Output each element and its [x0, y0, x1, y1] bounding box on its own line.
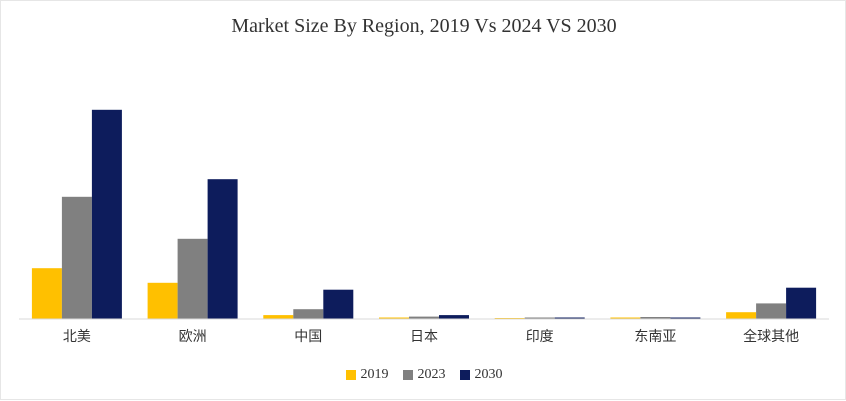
legend-swatch — [459, 370, 470, 380]
x-tick-label: 中国 — [294, 329, 322, 345]
legend-label: 2023 — [417, 367, 446, 382]
x-tick-label: 全球其他 — [743, 328, 799, 345]
bar-2030-4 — [554, 317, 585, 319]
x-tick-label: 北美 — [63, 329, 91, 345]
bar-2030-5 — [670, 317, 701, 319]
bar-2023-6 — [756, 303, 787, 319]
bar-2023-0 — [61, 196, 92, 319]
x-tick-label: 日本 — [410, 329, 438, 345]
legend-label: 2030 — [474, 367, 503, 382]
chart-title: Market Size By Region, 2019 Vs 2024 VS 2… — [231, 15, 617, 37]
bar-2030-3 — [439, 315, 469, 319]
bar-2019-1 — [147, 282, 178, 319]
x-tick-labels: 北美 欧洲 中国 日本 印度 东南亚 全球其他 — [63, 328, 799, 345]
bar-2019-3 — [379, 317, 409, 319]
legend-label: 2019 — [360, 367, 389, 382]
legend-swatch — [402, 370, 413, 380]
bar-2019-0 — [31, 268, 62, 319]
bar-2023-1 — [177, 238, 208, 319]
bar-2019-5 — [610, 317, 641, 319]
bar-2019-2 — [263, 315, 294, 319]
legend: 2019 2023 2030 — [1, 367, 846, 383]
bar-2030-0 — [91, 109, 122, 319]
legend-swatch — [345, 370, 356, 380]
bar-2030-6 — [786, 287, 817, 319]
bar-2030-2 — [323, 289, 354, 319]
bar-2023-3 — [409, 316, 439, 319]
bar-2019-6 — [726, 312, 757, 319]
legend-item-2019: 2019 — [345, 367, 389, 383]
bars-layer — [31, 109, 817, 319]
bar-2030-1 — [207, 179, 238, 319]
bar-2023-2 — [293, 309, 324, 319]
bar-2023-4 — [524, 317, 555, 319]
legend-item-2023: 2023 — [402, 367, 446, 383]
x-tick-label: 东南亚 — [634, 329, 676, 345]
legend-item-2030: 2030 — [459, 367, 503, 383]
x-tick-label: 欧洲 — [179, 329, 207, 345]
bar-2023-5 — [640, 317, 671, 319]
x-tick-label: 印度 — [526, 329, 554, 345]
